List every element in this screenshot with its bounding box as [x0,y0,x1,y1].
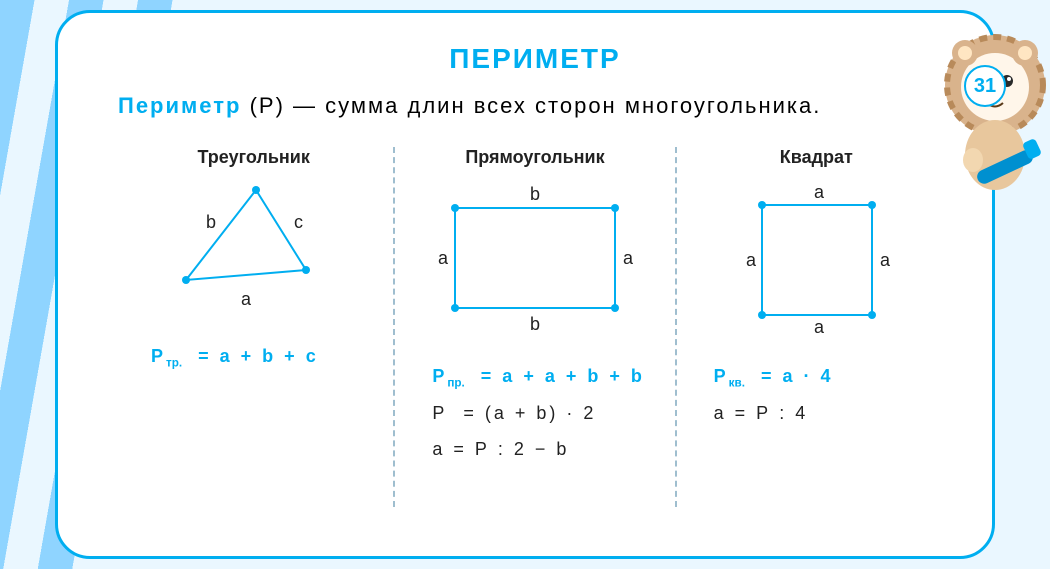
sq-label-a-right: a [880,250,891,270]
definition-symbol: (P) [250,93,285,118]
rectangle-formulas: Рпр. = a + a + b + b Р = (a + b) · 2 a =… [417,358,652,467]
square-svg: a a a a [734,180,899,335]
col-title-square: Квадрат [780,147,853,168]
page-number-badge: 31 [964,65,1006,107]
figure-triangle: b c a [171,180,336,320]
page-title: ПЕРИМЕТР [118,43,952,75]
divider-1 [393,147,395,507]
divider-2 [675,147,677,507]
sq-formula-sub1: a = Р : 4 [714,395,934,431]
sq-formula-main: Ркв. = a · 4 [714,358,934,395]
rect-formula-sub1: Р = (a + b) · 2 [432,395,652,431]
triangle-side-c: c [294,212,303,232]
definition-term: Периметр [118,93,241,118]
columns: Треугольник b c a Ртр. = a + b + c Прямо… [118,147,952,507]
square-formulas: Ркв. = a · 4 a = Р : 4 [699,358,934,431]
rect-label-b-top: b [530,184,540,204]
rect-formula-sub2: a = Р : 2 − b [432,431,652,467]
col-title-triangle: Треугольник [197,147,309,168]
sq-label-a-bottom: a [814,317,825,335]
rect-label-b-bottom: b [530,314,540,334]
definition-text: — сумма длин всех сторон многоугольника. [293,93,821,118]
col-rectangle: Прямоугольник b b a a Рпр. = a + a + b +… [399,147,670,507]
lion-mascot-icon [925,25,1050,205]
col-triangle: Треугольник b c a Ртр. = a + b + c [118,147,389,507]
sq-label-a-left: a [746,250,757,270]
triangle-svg: b c a [171,180,336,315]
rectangle-svg: b b a a [430,180,640,335]
triangle-side-a: a [241,289,252,309]
sq-label-a-top: a [814,182,825,202]
triangle-formula-main: Ртр. = a + b + c [151,338,371,375]
definition: Периметр (P) — сумма длин всех сторон мн… [118,93,952,119]
col-title-rectangle: Прямоугольник [465,147,604,168]
figure-rectangle: b b a a [430,180,640,340]
col-square: Квадрат a a a a Ркв. = a · 4 a = Р : 4 [681,147,952,507]
triangle-formulas: Ртр. = a + b + c [136,338,371,375]
rect-label-a-right: a [623,248,634,268]
triangle-side-b: b [206,212,216,232]
rect-label-a-left: a [438,248,449,268]
rect-formula-main: Рпр. = a + a + b + b [432,358,652,395]
lesson-card: ПЕРИМЕТР Периметр (P) — сумма длин всех … [55,10,995,559]
figure-square: a a a a [734,180,899,340]
